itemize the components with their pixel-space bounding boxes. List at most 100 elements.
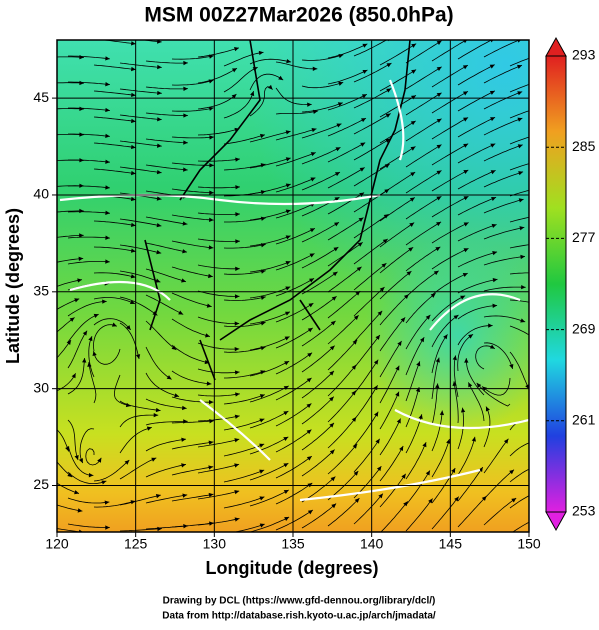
coastline [144,40,411,381]
streamline [171,188,214,194]
stream-arrow [208,492,214,498]
stream-arrow [155,278,161,283]
stream-arrow [329,345,335,351]
streamline [249,516,290,532]
streamline [119,244,162,254]
streamline [93,246,136,252]
stream-arrow [259,418,265,423]
stream-arrow [157,117,162,122]
stream-arrow [208,440,214,445]
streamline [509,189,529,197]
stream-arrow [285,311,291,316]
stream-arrow [105,56,110,61]
stream-arrow [130,41,136,46]
stream-arrow [105,185,110,190]
stream-arrow [409,197,415,202]
stream-arrow [101,480,107,485]
stream-arrow [463,143,469,148]
streamline [93,459,130,482]
stream-arrow [489,90,495,95]
streamline [68,159,110,163]
stream-arrow [520,318,526,323]
streamline [483,91,523,110]
stream-arrow [352,339,358,345]
streamline [67,236,110,239]
stream-arrow [330,476,336,482]
stream-arrow [130,144,136,150]
stream-arrow [79,80,84,86]
streamline [379,43,417,66]
streamline [509,442,529,457]
streamline [249,130,291,143]
stream-arrow [354,498,360,503]
stream-arrow [572,306,577,310]
stream-arrow [208,465,214,470]
stream-arrow [572,79,577,83]
stream-arrow [235,266,240,271]
streamline [197,47,240,58]
streamline [483,144,523,162]
stream-arrow [361,94,367,99]
stream-arrow [183,140,188,145]
stream-arrow [209,31,214,35]
streamline [405,470,431,506]
stream-arrow [209,217,214,223]
streamline [171,240,214,249]
stream-arrow [416,361,421,367]
stream-arrow [284,517,290,521]
streamline [93,90,136,96]
streamline [249,436,289,455]
streamline [431,334,448,374]
streamline [509,468,529,483]
streamline [353,493,384,525]
streamline [145,216,188,225]
colorbar-tick-label: 285 [572,138,596,154]
stream-arrow [411,43,417,48]
streamline [475,345,496,370]
stream-arrow [517,91,523,96]
stream-arrow [336,123,342,128]
stream-arrow [436,196,442,201]
stream-arrow [78,458,83,464]
streamline [249,286,291,299]
stream-arrow [573,450,578,454]
stream-arrow [409,222,415,227]
streamline [509,351,529,390]
streamline [119,528,162,532]
streamline [405,195,442,220]
stream-arrow [362,43,368,48]
stream-arrow [411,69,417,74]
stream-arrow [460,295,466,300]
stream-arrow [283,436,289,442]
streamline [145,420,188,426]
stream-arrow [519,226,525,231]
streamline [379,222,415,248]
streamline [536,28,577,38]
stream-arrow [105,107,110,113]
streamline [233,523,265,532]
stream-arrow [206,381,212,386]
streamline [145,398,187,409]
stream-arrow [378,493,383,499]
stream-arrow [234,346,240,352]
stream-arrow [454,496,459,502]
stream-arrow [234,294,240,299]
stream-arrow [283,411,289,416]
streamline [223,134,266,145]
stream-arrow [410,146,416,151]
stream-arrow [286,58,292,64]
streamline [327,69,368,85]
stream-arrow [525,384,529,390]
stream-arrow [307,509,313,515]
stream-arrow [234,47,239,52]
streamline [67,419,79,461]
stream-arrow [285,286,291,291]
streamline [301,246,339,269]
stream-arrow [105,210,110,216]
x-tick-label: 120 [45,536,69,552]
streamline [119,427,152,454]
x-tick-label: 130 [203,536,227,552]
streamline [224,217,266,223]
streamline [275,152,316,167]
streamline [457,466,484,502]
